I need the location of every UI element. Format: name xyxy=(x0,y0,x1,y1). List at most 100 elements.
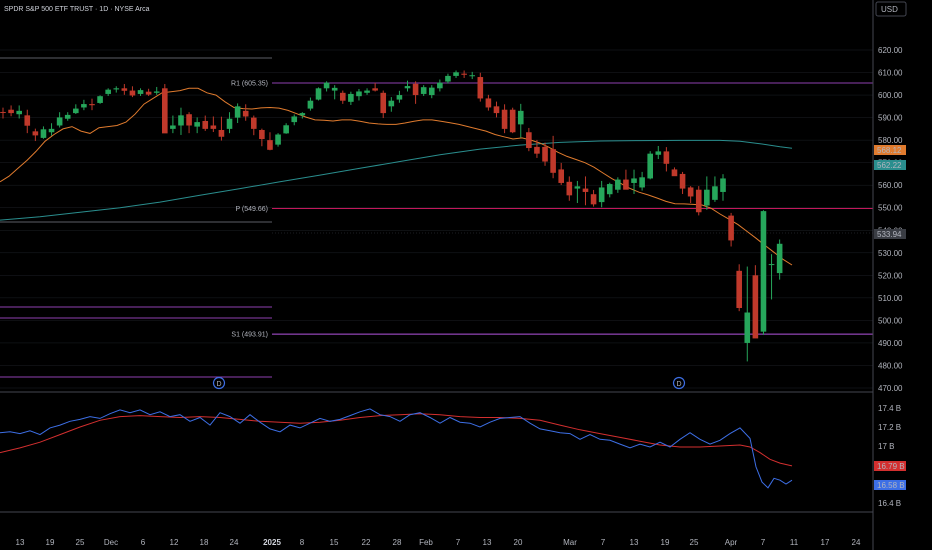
candle xyxy=(73,104,79,114)
indicator-axis[interactable]: 17.4 B 17.2 B 17 B 16.4 B xyxy=(878,404,901,508)
candle xyxy=(615,177,621,193)
candle xyxy=(704,176,710,210)
candle xyxy=(16,105,22,119)
time-tick-label: Apr xyxy=(725,538,738,547)
candle-body xyxy=(250,117,257,129)
candle xyxy=(348,91,354,105)
candle-body xyxy=(40,129,47,138)
candle xyxy=(259,128,265,147)
candle xyxy=(186,112,192,134)
candle-body xyxy=(137,90,144,94)
candle-body xyxy=(671,169,678,177)
candle xyxy=(679,171,686,194)
candle-body xyxy=(437,82,443,89)
candle-body xyxy=(542,146,548,162)
indicator-tick-label: 17 B xyxy=(878,442,894,451)
candle xyxy=(339,90,346,104)
candle-body xyxy=(348,93,354,102)
time-tick-label: 11 xyxy=(790,538,799,547)
candle-body xyxy=(178,115,184,126)
candle xyxy=(307,97,314,111)
candle xyxy=(493,101,500,118)
price-tick-label: 560.00 xyxy=(878,181,903,190)
price-tick-label: 490.00 xyxy=(878,339,903,348)
candle-body xyxy=(380,92,387,114)
time-tick-label: 13 xyxy=(16,538,25,547)
candle xyxy=(760,210,767,335)
candle xyxy=(639,171,645,191)
candle-body xyxy=(331,87,338,91)
candle xyxy=(283,123,289,134)
candle xyxy=(234,103,241,124)
time-tick-label: 7 xyxy=(761,538,766,547)
candle-body xyxy=(283,125,289,134)
candle-body xyxy=(56,117,63,126)
event-marker-1[interactable]: D xyxy=(212,376,226,390)
candle-body xyxy=(145,91,152,95)
price-tick-label: 530.00 xyxy=(878,249,903,258)
candle xyxy=(631,169,637,194)
time-tick-label: Feb xyxy=(419,538,433,547)
candle xyxy=(388,97,395,112)
candle-body xyxy=(558,169,565,183)
time-tick-label: 13 xyxy=(630,538,639,547)
currency-badge[interactable] xyxy=(875,1,907,17)
time-tick-label: 20 xyxy=(514,538,523,547)
candle-body xyxy=(396,95,403,100)
candle xyxy=(590,189,597,207)
candle xyxy=(275,133,281,147)
candle-body xyxy=(121,88,128,91)
candle xyxy=(24,109,31,134)
time-tick-label: 15 xyxy=(330,538,339,547)
candle xyxy=(550,135,556,179)
time-tick-label: 7 xyxy=(601,538,606,547)
candlesticks[interactable] xyxy=(0,70,783,362)
candle xyxy=(412,81,419,104)
candle xyxy=(202,115,209,131)
candle-body xyxy=(267,140,273,150)
candle-body xyxy=(339,92,346,101)
candle-body xyxy=(752,275,759,339)
candle-body xyxy=(89,104,95,106)
svg-text:568.12: 568.12 xyxy=(877,146,902,155)
candle-body xyxy=(388,100,395,107)
price-tick-label: 590.00 xyxy=(878,114,903,123)
candle-body xyxy=(428,87,435,96)
event-marker-2[interactable]: D xyxy=(672,376,686,390)
candle-body xyxy=(477,77,484,99)
candle xyxy=(445,73,451,84)
candle-body xyxy=(218,129,225,137)
candle-body xyxy=(186,114,192,126)
pivot-label: S1 (493.91) xyxy=(231,332,268,339)
candle-body xyxy=(129,90,136,96)
candle-body xyxy=(590,194,597,205)
candle xyxy=(598,180,605,208)
candle xyxy=(566,176,573,201)
svg-text:16.58 B: 16.58 B xyxy=(877,481,905,490)
candle-body xyxy=(776,243,783,274)
candle xyxy=(291,114,298,126)
svg-text:16.79 B: 16.79 B xyxy=(877,462,905,471)
candle xyxy=(129,86,136,98)
candle-body xyxy=(663,151,670,164)
candle xyxy=(396,90,403,103)
candle xyxy=(728,212,734,247)
candle xyxy=(218,116,225,141)
candle-body xyxy=(8,109,14,114)
candle-body xyxy=(461,73,467,75)
candle-body xyxy=(655,151,662,155)
volume-indicator-pane xyxy=(0,408,793,489)
price-tick-label: 500.00 xyxy=(878,316,903,325)
svg-text:D: D xyxy=(676,381,681,388)
time-tick-label: 7 xyxy=(456,538,461,547)
candle xyxy=(655,145,662,160)
time-axis[interactable]: 13 19 25 Dec 6 12 18 24 2025 8 15 22 28 Feb 7 13 20 Mar 7 1… xyxy=(16,538,861,547)
ma-teal-line xyxy=(0,139,793,221)
candle-body xyxy=(202,120,209,129)
time-tick-label: Dec xyxy=(104,538,118,547)
candle-body xyxy=(768,264,775,266)
candle-body xyxy=(574,186,581,189)
volume-ma-line xyxy=(0,413,793,467)
candle-body xyxy=(485,98,492,108)
